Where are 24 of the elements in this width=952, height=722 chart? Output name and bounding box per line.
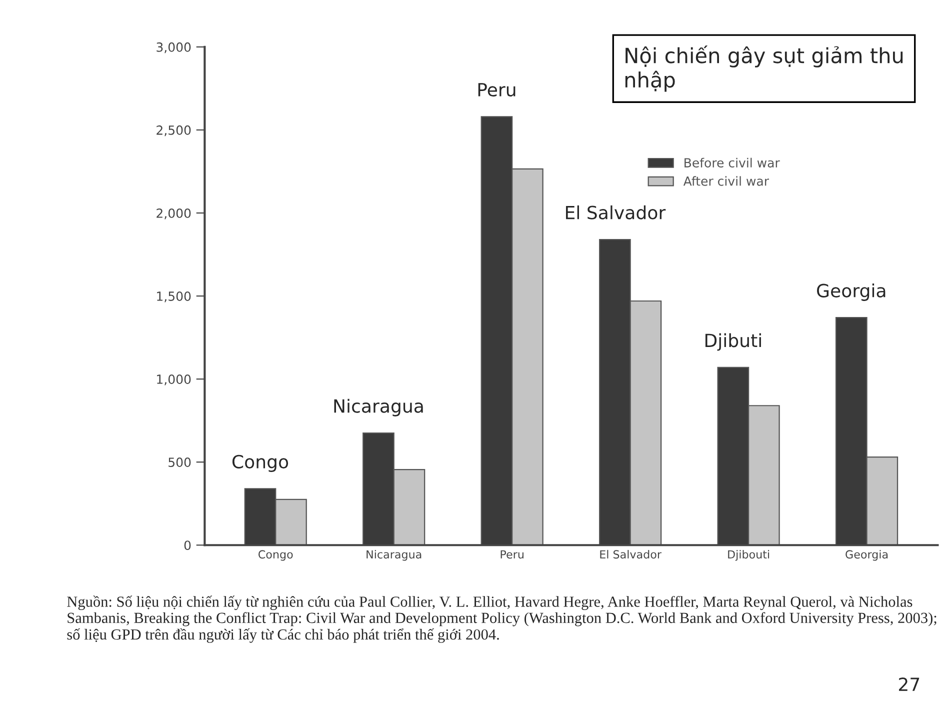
x-tick-label: El Salvador <box>600 550 662 559</box>
annotation: Congo <box>232 454 288 472</box>
legend-label: Before civil war <box>684 158 780 168</box>
y-tick-label: 0 <box>184 540 191 550</box>
y-tick-label: 2,000 <box>156 208 191 220</box>
x-tick-label: Georgia <box>846 550 888 561</box>
legend-label: After civil war <box>683 176 770 186</box>
annotation: Georgia <box>817 283 886 301</box>
y-tick-label: 500 <box>168 458 191 468</box>
annotation: El Salvador <box>566 205 666 220</box>
text: Nguồn: Số liệu nội chiến lấy từ nghiên cứu của Paul Collier, V. L. Elliot, Havard Hegre, Anke Hoeffler, Marta Reynal Querol, và Nicholas Sambanis, Breaking the Conflict Trap: Civil War and Development Policy (Washington D.C. World Bank and Oxford University Press, 2003); số liệu GPD trên đầu người lấy từ Các chỉ báo phát triển thế giới 2004. <box>67 596 936 643</box>
text: Nội chiến gây sụt giảm thu nhập <box>625 45 903 92</box>
annotation: Nicaragua <box>334 398 423 416</box>
y-tick-label: 1,500 <box>157 291 191 302</box>
annotation: Djibuti <box>705 333 761 351</box>
x-tick-label: Djibouti <box>728 550 770 561</box>
annotation: Peru <box>478 83 516 97</box>
y-tick-label: 2,500 <box>156 125 191 136</box>
x-tick-label: Congo <box>258 550 293 561</box>
y-tick-label: 3,000 <box>156 42 191 54</box>
x-tick-label: Nicaragua <box>366 550 422 561</box>
text: 27 <box>898 677 920 691</box>
y-tick-label: 1,000 <box>157 374 191 386</box>
x-tick-label: Peru <box>500 550 524 559</box>
